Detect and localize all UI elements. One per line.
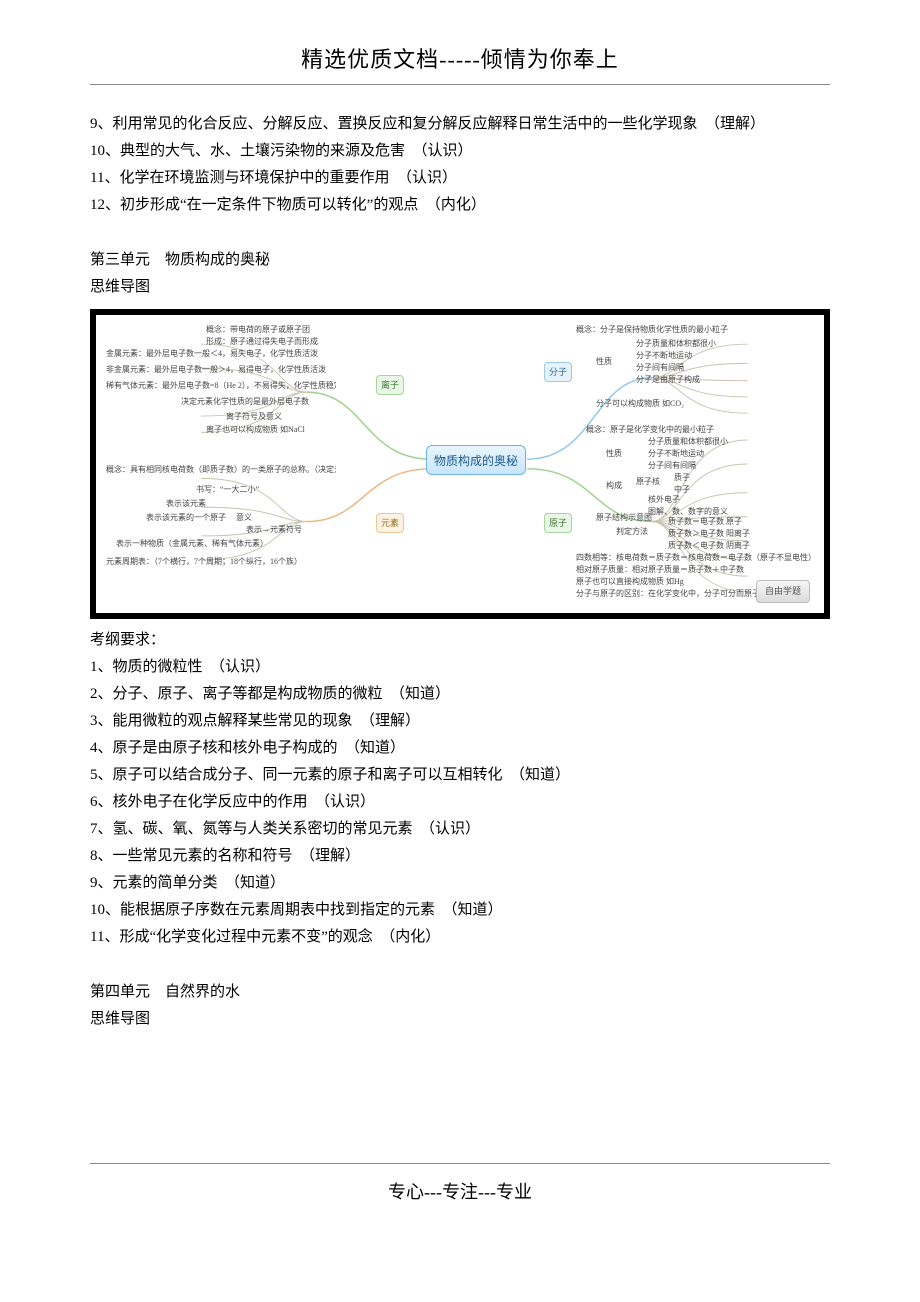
list-item: 10、典型的大气、水、土壤污染物的来源及危害 （认识） [90, 138, 830, 165]
footer-text: 专心---专注---专业 [388, 1182, 532, 1202]
mindmap-leaf: 表示一种物质（金属元素、稀有气体元素） [116, 537, 268, 551]
list-item: 9、元素的简单分类 （知道） [90, 870, 830, 897]
mindmap-leaf: 书写：“一大二小” [196, 483, 259, 497]
mindmap-leaf: 表示该元素 [166, 497, 206, 511]
page-footer: 专心---专注---专业 [90, 1163, 830, 1208]
list-item: 8、一些常见元素的名称和符号 （理解） [90, 843, 830, 870]
header-text: 精选优质文档-----倾情为你奉上 [301, 47, 619, 72]
mindmap-leaf: 非金属元素：最外层电子数一般＞4，易得电子，化学性质活泼 [106, 363, 326, 377]
list-item: 11、形成“化学变化过程中元素不变”的观念 （内化） [90, 924, 830, 951]
top-continuation-list: 9、利用常见的化合反应、分解反应、置换反应和复分解反应解释日常生活中的一些化学现… [90, 111, 830, 219]
list-item: 7、氢、碳、氧、氮等与人类关系密切的常见元素 （认识） [90, 816, 830, 843]
unit3-mindmap: 物质构成的奥秘 离子 元素 分子 原子 概念：带电荷的原子或原子团形成：原子通过… [90, 309, 830, 619]
mindmap-leaf: 分子是由原子构成 [636, 373, 700, 387]
unit4-title: 第四单元 自然界的水 [90, 979, 830, 1006]
unit3-title: 第三单元 物质构成的奥秘 [90, 247, 830, 274]
list-item: 4、原子是由原子核和核外电子构成的 （知道） [90, 735, 830, 762]
mindmap-leaf: 分子与原子的区别：在化学变化中，分子可分而原子不可分 [576, 587, 784, 601]
mindmap-leaf: 元素周期表：（7个横行，7个周期；18个纵行，16个族） [106, 555, 302, 569]
mindmap-leaf: 分子可以构成物质 如CO₂ [596, 397, 684, 411]
mindmap-leaf: 离子也可以构成物质 如NaCl [206, 423, 305, 437]
mindmap-branch-molecule: 分子 [544, 362, 572, 382]
mindmap-branch-atom: 原子 [544, 513, 572, 533]
mindmap-branch-ion: 离子 [376, 375, 404, 395]
list-item: 2、分子、原子、离子等都是构成物质的微粒 （知道） [90, 681, 830, 708]
mindmap-center-node: 物质构成的奥秘 [426, 445, 526, 475]
mindmap-leaf: 表示→元素符号 [246, 523, 302, 537]
header-rule [90, 84, 830, 85]
mindmap-leaf: 判定方法 [616, 525, 648, 539]
mindmap-leaf: 稀有气体元素：最外层电子数=8（He 2），不易得失，化学性质稳定 [106, 379, 336, 393]
unit3-mindmap-label: 思维导图 [90, 274, 830, 301]
mindmap-leaf: 概念：分子是保持物质化学性质的最小粒子 [576, 323, 728, 337]
list-item: 10、能根据原子序数在元素周期表中找到指定的元素 （知道） [90, 897, 830, 924]
mindmap-button[interactable]: 自由学题 [756, 580, 810, 602]
mindmap-leaf: 表示该元素的一个原子 [146, 511, 226, 525]
list-item: 1、物质的微粒性 （认识） [90, 654, 830, 681]
mindmap-leaf: 原子核 [636, 475, 660, 489]
list-item: 3、能用微粒的观点解释某些常见的现象 （理解） [90, 708, 830, 735]
page-header: 精选优质文档-----倾情为你奉上 [90, 40, 830, 91]
mindmap-branch-element: 元素 [376, 513, 404, 533]
mindmap-leaf: 原子结构示意图 [596, 511, 652, 525]
list-item: 11、化学在环境监测与环境保护中的重要作用 （认识） [90, 165, 830, 192]
list-item: 9、利用常见的化合反应、分解反应、置换反应和复分解反应解释日常生活中的一些化学现… [90, 111, 830, 138]
footer-rule [90, 1163, 830, 1164]
mindmap-leaf: 概念：具有相同核电荷数（即质子数）的一类原子的总称。（决定元素种类的是质子数） [106, 463, 336, 477]
mindmap-leaf: 决定元素化学性质的是最外层电子数 [181, 395, 309, 409]
list-item: 12、初步形成“在一定条件下物质可以转化”的观点 （内化） [90, 192, 830, 219]
list-item: 6、核外电子在化学反应中的作用 （认识） [90, 789, 830, 816]
mindmap-leaf: 性质 [596, 355, 612, 369]
mindmap-leaf: 金属元素：最外层电子数一般＜4，易失电子，化学性质活泼 [106, 347, 318, 361]
mindmap-leaf: 性质 [606, 447, 622, 461]
list-item: 5、原子可以结合成分子、同一元素的原子和离子可以互相转化 （知道） [90, 762, 830, 789]
unit3-exam-list: 1、物质的微粒性 （认识）2、分子、原子、离子等都是构成物质的微粒 （知道）3、… [90, 654, 830, 951]
mindmap-leaf: 构成 [606, 479, 622, 493]
unit4-mindmap-label: 思维导图 [90, 1006, 830, 1033]
unit3-exam-label: 考纲要求： [90, 627, 830, 654]
